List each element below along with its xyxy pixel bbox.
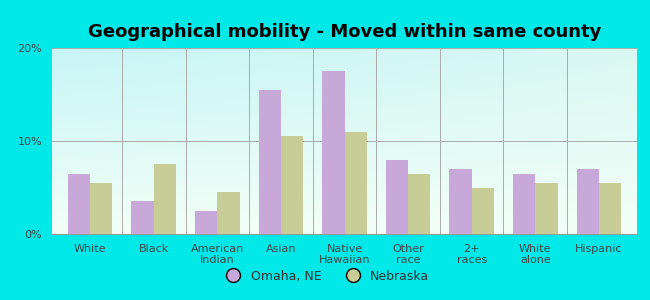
Bar xyxy=(281,136,303,234)
Bar xyxy=(577,169,599,234)
Bar xyxy=(195,211,217,234)
Bar xyxy=(513,173,535,234)
Bar xyxy=(68,173,90,234)
Bar xyxy=(131,202,154,234)
Bar xyxy=(449,169,472,234)
Bar xyxy=(386,160,408,234)
Bar xyxy=(322,71,344,234)
Bar xyxy=(599,183,621,234)
Bar xyxy=(217,192,240,234)
Bar xyxy=(90,183,112,234)
Legend: Omaha, NE, Nebraska: Omaha, NE, Nebraska xyxy=(216,265,434,288)
Bar xyxy=(535,183,558,234)
Bar xyxy=(408,173,430,234)
Bar xyxy=(154,164,176,234)
Bar xyxy=(259,90,281,234)
Bar xyxy=(344,132,367,234)
Bar xyxy=(472,188,494,234)
Title: Geographical mobility - Moved within same county: Geographical mobility - Moved within sam… xyxy=(88,23,601,41)
